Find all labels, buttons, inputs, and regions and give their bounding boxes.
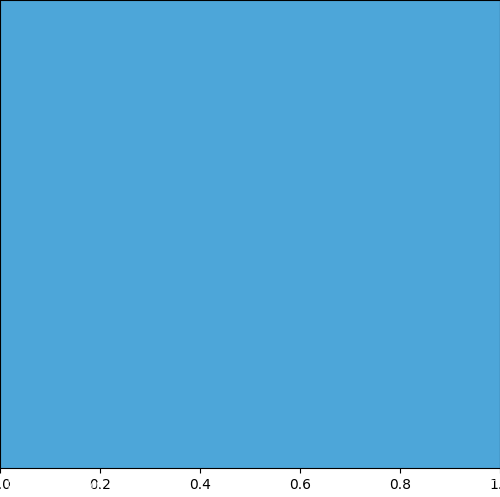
Text: 26.04.2024  CST: 26.04.2024 CST (414, 481, 495, 491)
Text: © weatheronline.cn: © weatheronline.cn (5, 481, 102, 491)
Text: 特强阵风   [mph]: 特强阵风 [mph] (214, 481, 286, 491)
